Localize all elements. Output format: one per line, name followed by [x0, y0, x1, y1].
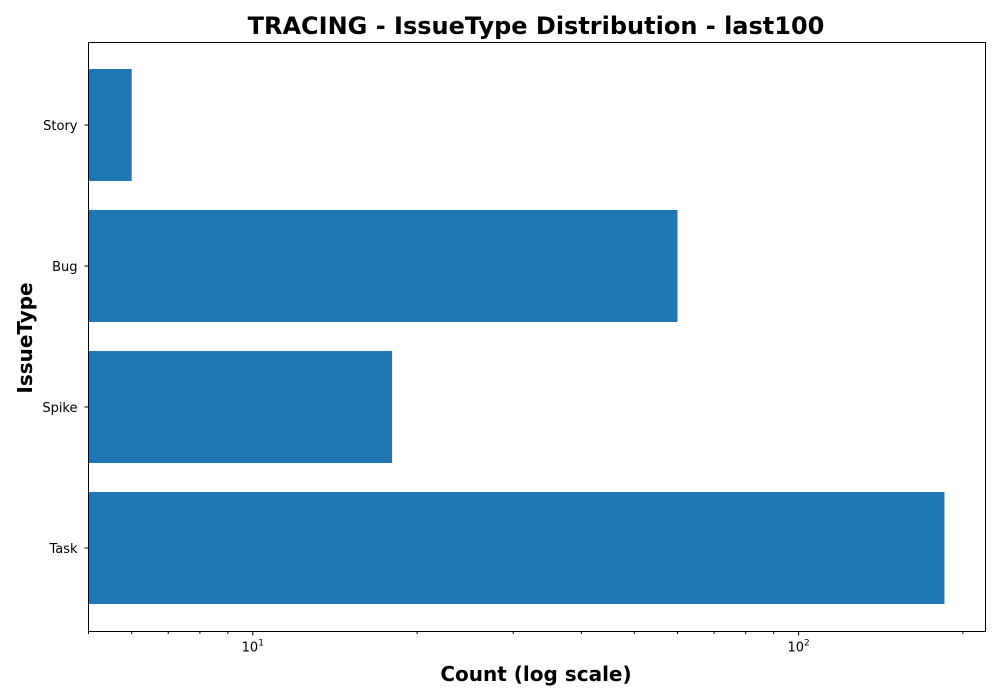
- y-axis-label: IssueType: [13, 282, 37, 393]
- bar-story: [88, 69, 132, 181]
- y-tick-label: Bug: [52, 260, 77, 275]
- x-axis-ticks: 101 102: [88, 631, 964, 656]
- y-tick-label: Story: [43, 119, 78, 134]
- x-axis-label: Count (log scale): [440, 662, 631, 686]
- bars-group: [88, 69, 945, 604]
- plot-frame: [88, 42, 986, 632]
- bar-spike: [88, 351, 393, 463]
- chart-title: TRACING - IssueType Distribution - last1…: [248, 12, 825, 40]
- y-tick-label: Spike: [42, 401, 77, 416]
- bar-bug: [88, 210, 678, 322]
- y-axis-ticks: Task Spike Bug Story: [42, 119, 89, 557]
- bar-task: [88, 492, 945, 604]
- x-tick-label: 102: [787, 639, 809, 656]
- y-tick-label: Task: [48, 542, 78, 557]
- x-tick-label: 101: [242, 639, 264, 656]
